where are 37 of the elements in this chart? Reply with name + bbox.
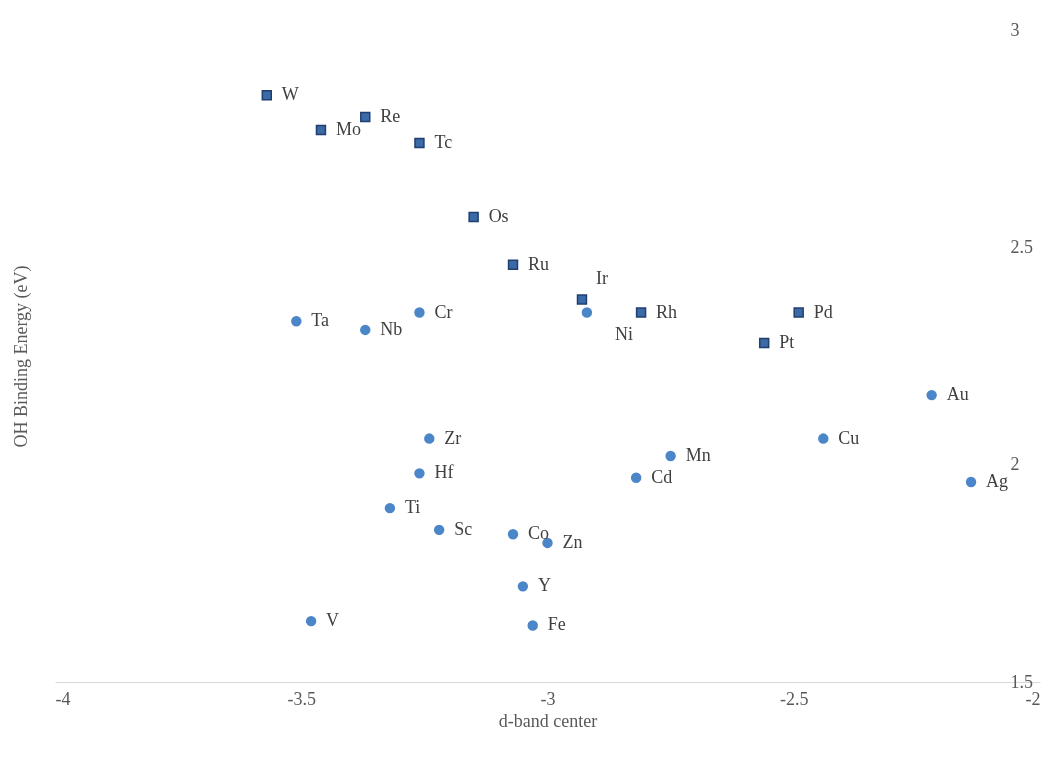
annotation: Tc	[434, 132, 453, 153]
annotation: Y	[537, 575, 551, 596]
annotation: Ru	[528, 253, 550, 274]
annotation: Cd	[651, 466, 673, 487]
x-axis-title: d-band center	[498, 710, 598, 731]
annotation: Co	[528, 523, 550, 544]
x-tick-label: -2.5	[780, 688, 809, 709]
annotation: Mo	[335, 118, 361, 139]
annotation: Sc	[454, 518, 473, 539]
x-tick-label: -3	[540, 688, 556, 709]
annotation: Ag	[986, 471, 1009, 492]
annotation: Ti	[404, 497, 421, 518]
annotation: Cu	[838, 427, 860, 448]
annotation: Fe	[547, 614, 566, 635]
annotation: Pd	[813, 301, 833, 322]
annotation: Os	[488, 205, 509, 226]
x-tick-label: -3.5	[287, 688, 316, 709]
annotation: Nb	[380, 318, 403, 339]
annotation: Hf	[434, 462, 454, 483]
annotation: V	[326, 610, 340, 631]
annotation: Zr	[444, 427, 462, 448]
annotation: Ni	[614, 323, 633, 344]
annotation: W	[281, 84, 299, 105]
annotation: Re	[380, 105, 401, 126]
annotation: Rh	[656, 301, 678, 322]
annotation: Cr	[434, 301, 453, 322]
annotation: Zn	[562, 531, 583, 552]
y-axis-title: OH Binding Energy (eV)	[10, 265, 32, 448]
annotation: Ir	[595, 268, 608, 289]
y-tick-label: 3	[1010, 19, 1020, 40]
x-tick-label: -4	[55, 688, 71, 709]
annotation: Pt	[779, 331, 795, 352]
y-tick-label: 2.5	[1010, 236, 1033, 257]
annotation: Mn	[685, 444, 711, 465]
y-tick-label: 2	[1010, 454, 1020, 475]
annotation: Au	[946, 384, 969, 405]
annotation: Ta	[311, 310, 330, 331]
